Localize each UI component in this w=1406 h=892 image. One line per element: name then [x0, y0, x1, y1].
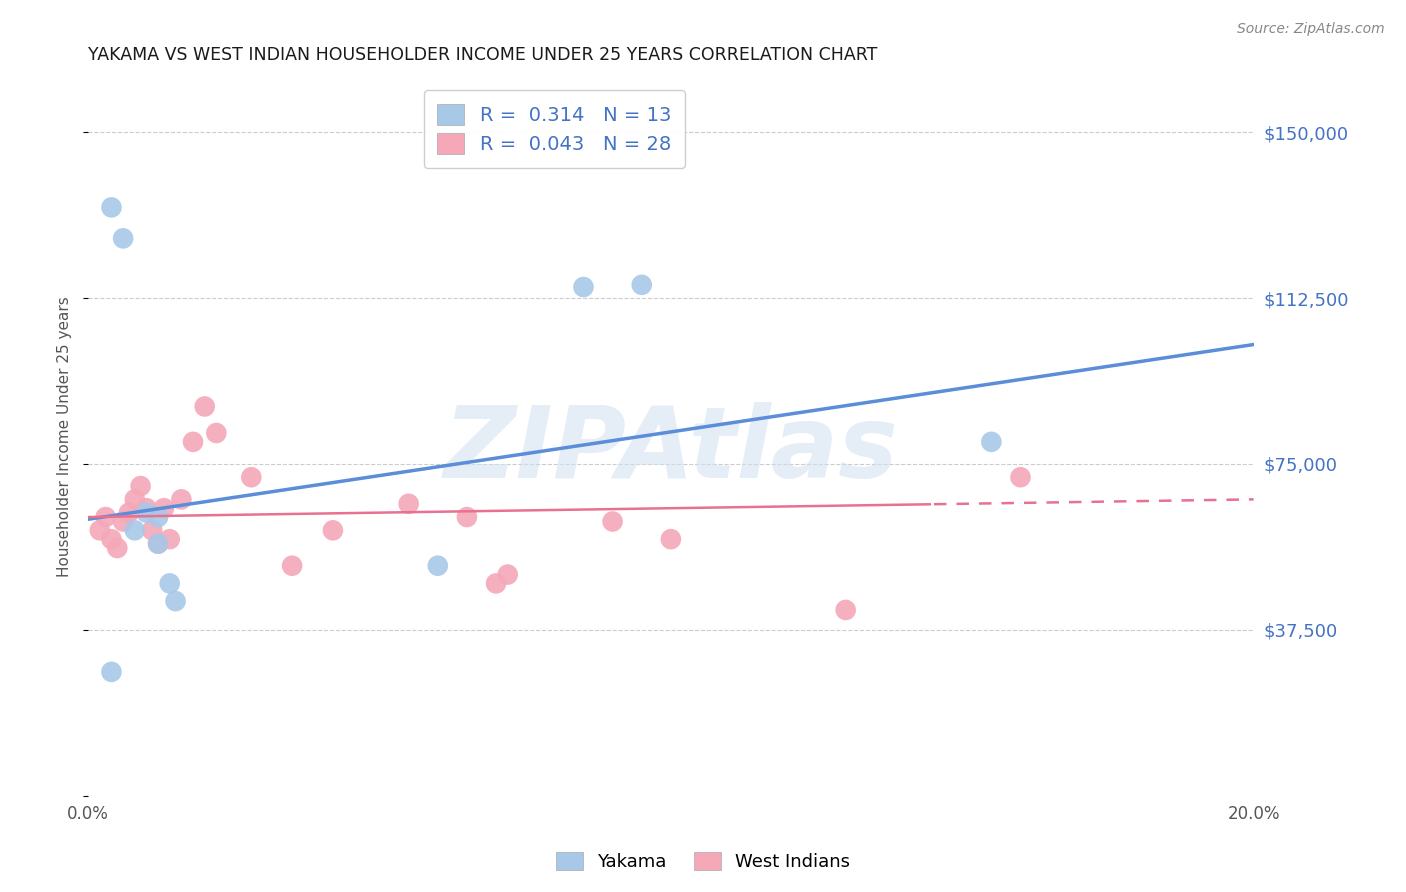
Point [129, 479, 152, 493]
Point [105, 541, 128, 555]
Point [398, 497, 420, 511]
Point [124, 492, 146, 507]
Point [170, 492, 193, 507]
Point [980, 434, 1002, 449]
Point [94, 510, 117, 524]
Point [100, 200, 122, 214]
Point [100, 532, 122, 546]
Y-axis label: Householder Income Under 25 years: Householder Income Under 25 years [58, 296, 72, 577]
Point [118, 506, 141, 520]
Point [159, 576, 181, 591]
Point [572, 280, 595, 294]
Text: YAKAMA VS WEST INDIAN HOUSEHOLDER INCOME UNDER 25 YEARS CORRELATION CHART: YAKAMA VS WEST INDIAN HOUSEHOLDER INCOME… [89, 46, 877, 64]
Point [240, 470, 263, 484]
Point [181, 434, 204, 449]
Point [112, 231, 135, 245]
Point [141, 524, 163, 538]
Point [165, 594, 187, 608]
Point [146, 510, 169, 524]
Legend: Yakama, West Indians: Yakama, West Indians [548, 845, 858, 879]
Point [159, 532, 181, 546]
Point [1010, 470, 1032, 484]
Point [659, 532, 682, 546]
Point [602, 515, 624, 529]
Point [100, 665, 122, 679]
Point [89, 524, 111, 538]
Text: Source: ZipAtlas.com: Source: ZipAtlas.com [1237, 22, 1385, 37]
Point [322, 524, 344, 538]
Point [456, 510, 478, 524]
Point [834, 603, 856, 617]
Point [281, 558, 304, 573]
Point [135, 506, 157, 520]
Point [205, 425, 228, 440]
Point [496, 567, 519, 582]
Point [426, 558, 449, 573]
Legend: R =  0.314   N = 13, R =  0.043   N = 28: R = 0.314 N = 13, R = 0.043 N = 28 [423, 90, 685, 168]
Point [146, 536, 169, 550]
Point [112, 515, 135, 529]
Text: ZIPAtlas: ZIPAtlas [443, 402, 898, 500]
Point [153, 501, 176, 516]
Point [124, 524, 146, 538]
Point [135, 501, 157, 516]
Point [194, 400, 217, 414]
Point [485, 576, 508, 591]
Point [146, 536, 169, 550]
Point [630, 277, 652, 292]
